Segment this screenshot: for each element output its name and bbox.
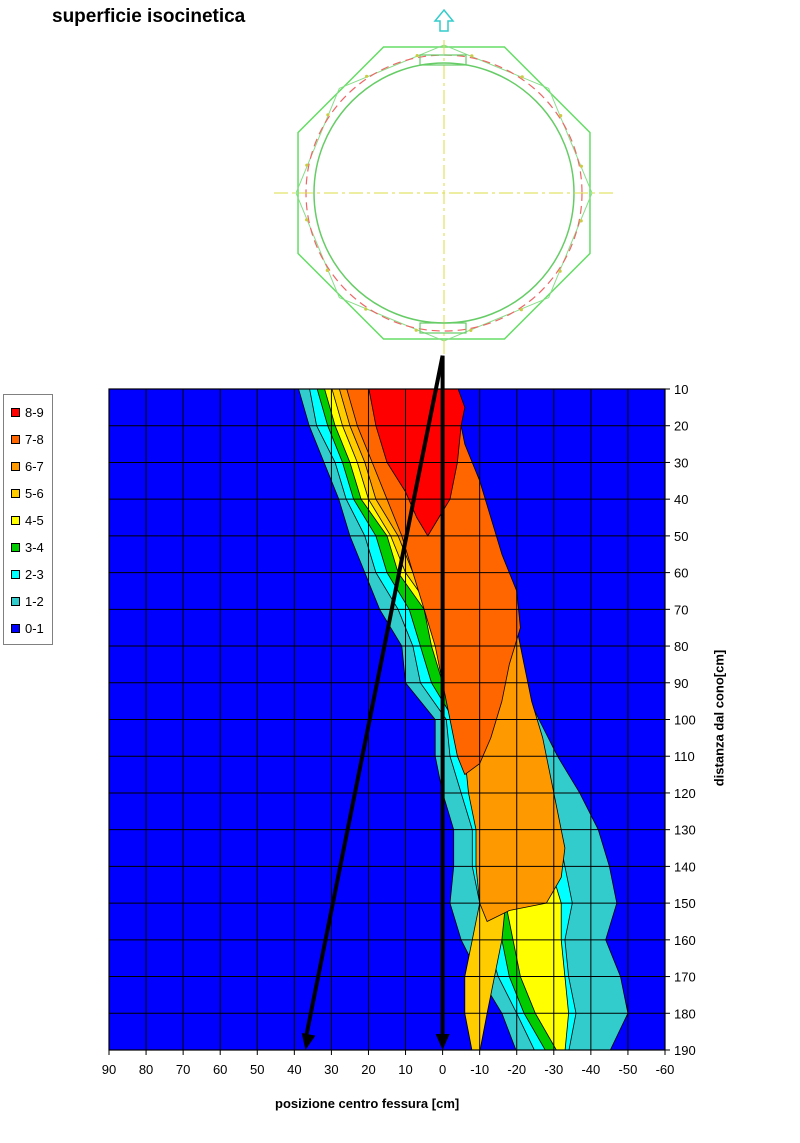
x-tick-label: -20: [507, 1062, 526, 1077]
y-tick-label: 170: [674, 970, 696, 985]
y-tick-label: 70: [674, 602, 688, 617]
y-tick-label: 30: [674, 455, 688, 470]
legend-swatch: [11, 434, 20, 444]
arrow-line-1: [303, 355, 445, 1041]
bolt-mark: [469, 328, 473, 333]
x-tick-label: 40: [287, 1062, 301, 1077]
y-tick-label: 110: [674, 749, 695, 764]
x-tick-label: 90: [102, 1062, 116, 1077]
x-tick-label: 20: [361, 1062, 375, 1077]
axes: 90 80 70 60 50 40 30 20 10 0 -10 -20 -30 -40 -50 -60102…: [102, 382, 696, 1077]
x-tick-label: 10: [398, 1062, 412, 1077]
arrow-head-1: [301, 1032, 316, 1050]
bolt-mark: [579, 219, 583, 223]
y-tick-label: 10: [674, 382, 688, 397]
legend-item: 1-2: [11, 591, 44, 611]
bolt-mark: [470, 54, 474, 58]
annotation-arrows: [301, 355, 450, 1050]
plot-frame: [108, 388, 666, 1051]
x-tick-label: -10: [470, 1062, 489, 1077]
x-tick-label: 50: [250, 1062, 264, 1077]
flow-arrow-icon: [433, 8, 455, 32]
legend-swatch: [11, 407, 20, 417]
legend-item: 3-4: [11, 537, 44, 557]
legend-item: 5-6: [11, 483, 44, 503]
y-tick-label: 90: [674, 676, 688, 691]
x-tick-label: -60: [656, 1062, 675, 1077]
bolt-mark: [559, 114, 563, 118]
x-axis-label: posizione centro fessura [cm]: [275, 1096, 460, 1111]
legend-item: 2-3: [11, 564, 44, 584]
bolt-mark: [519, 308, 523, 312]
x-tick-label: 30: [324, 1062, 338, 1077]
grid-lines: [108, 388, 666, 1051]
bolt-mark: [579, 164, 584, 168]
y-tick-label: 40: [674, 492, 688, 507]
y-tick-label: 60: [674, 566, 688, 581]
bolt-mark: [304, 218, 309, 222]
legend-label: 8-9: [25, 404, 44, 420]
legend-item: 8-9: [11, 402, 44, 422]
legend-label: 5-6: [25, 485, 44, 501]
legend-item: 6-7: [11, 456, 44, 476]
legend-item: 0-1: [11, 618, 44, 638]
y-tick-label: 120: [674, 786, 696, 801]
y-tick-label: 20: [674, 419, 688, 434]
legend-swatch: [11, 596, 20, 606]
y-axis-label: distanza dal cono[cm]: [711, 649, 727, 787]
legend-label: 1-2: [25, 593, 44, 609]
x-tick-label: 80: [139, 1062, 153, 1077]
legend-label: 4-5: [25, 512, 44, 528]
chart-title: superficie isocinetica: [52, 6, 246, 27]
bolt-mark: [415, 53, 419, 58]
bolt-mark: [325, 268, 329, 272]
bolt-mark: [364, 307, 368, 311]
legend: 8-9 7-8 6-7 5-6 4-5 3-4 2-3 1-2 0-1: [3, 394, 53, 645]
legend-swatch: [11, 515, 20, 525]
bottom-slot: [419, 322, 467, 334]
y-tick-label: 100: [674, 713, 696, 728]
bolt-mark: [414, 328, 418, 332]
legend-swatch: [11, 542, 20, 552]
legend-item: 4-5: [11, 510, 44, 530]
x-tick-label: 0: [439, 1062, 446, 1077]
arrow-head-2: [435, 1034, 450, 1050]
y-tick-label: 130: [674, 823, 696, 838]
bolt-mark: [305, 163, 309, 167]
x-tick-label: -30: [544, 1062, 563, 1077]
y-tick-label: 140: [674, 859, 696, 874]
y-tick-label: 190: [674, 1043, 696, 1058]
bolt-mark: [520, 75, 524, 79]
bolt-mark: [326, 113, 330, 117]
x-tick-label: -40: [581, 1062, 600, 1077]
legend-swatch: [11, 461, 20, 471]
legend-label: 6-7: [25, 458, 44, 474]
x-tick-label: -50: [619, 1062, 638, 1077]
y-tick-label: 50: [674, 529, 688, 544]
bolt-mark: [365, 74, 369, 78]
nozzle-diagram: [274, 8, 614, 380]
y-tick-label: 80: [674, 639, 688, 654]
legend-swatch: [11, 488, 20, 498]
legend-item: 7-8: [11, 429, 44, 449]
legend-label: 7-8: [25, 431, 44, 447]
y-tick-label: 160: [674, 933, 696, 948]
legend-label: 3-4: [25, 539, 44, 555]
legend-swatch: [11, 623, 20, 633]
legend-label: 2-3: [25, 566, 44, 582]
bolt-mark: [558, 269, 562, 273]
y-tick-label: 150: [674, 896, 696, 911]
x-tick-label: 70: [176, 1062, 190, 1077]
legend-label: 0-1: [25, 620, 44, 636]
legend-swatch: [11, 569, 20, 579]
top-slot: [419, 54, 467, 66]
x-tick-label: 60: [213, 1062, 227, 1077]
y-tick-label: 180: [674, 1006, 696, 1021]
outer-octagon: [297, 46, 591, 340]
